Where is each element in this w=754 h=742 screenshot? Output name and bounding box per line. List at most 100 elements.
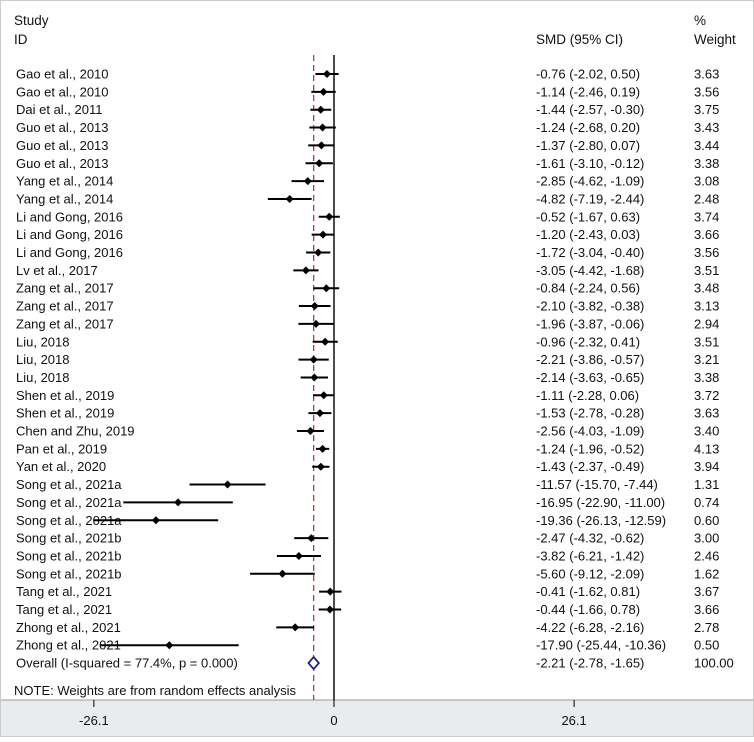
header-id: ID [14, 32, 28, 47]
point-estimate-marker [318, 230, 327, 239]
study-row: Guo et al., 2013 -1.24 (-2.68, 0.20) 3.43 [16, 120, 719, 135]
weight-value: 3.48 [694, 281, 719, 296]
study-label: Yang et al., 2014 [16, 174, 113, 189]
weight-value: 3.56 [694, 84, 719, 99]
ci-value: -1.43 (-2.37, -0.49) [536, 459, 644, 474]
point-estimate-marker [165, 641, 174, 650]
point-estimate-marker [326, 587, 335, 596]
point-estimate-marker [315, 159, 324, 168]
study-label: Song et al., 2021a [16, 477, 122, 492]
study-label: Li and Gong, 2016 [16, 245, 123, 260]
ci-value: -1.24 (-1.96, -0.52) [536, 441, 644, 456]
header-weight: Weight [694, 32, 736, 47]
weight-value: 3.66 [694, 602, 719, 617]
study-label: Zang et al., 2017 [16, 316, 114, 331]
weight-value: 1.62 [694, 566, 719, 581]
ci-value: -1.72 (-3.04, -0.40) [536, 245, 644, 260]
study-label: Li and Gong, 2016 [16, 209, 123, 224]
overall-weight-value: 100.00 [694, 656, 734, 671]
weight-value: 3.08 [694, 174, 719, 189]
study-label: Song et al., 2021a [16, 513, 122, 528]
point-estimate-marker [294, 551, 303, 560]
ci-value: -16.95 (-22.90, -11.00) [536, 495, 665, 510]
study-label: Shen et al., 2019 [16, 388, 114, 403]
weight-value: 0.60 [694, 513, 719, 528]
weight-value: 2.48 [694, 191, 719, 206]
study-label: Liu, 2018 [16, 370, 70, 385]
study-row: Song et al., 2021a -11.57 (-15.70, -7.44)… [16, 477, 719, 492]
overall-ci-value: -2.21 (-2.78, -1.65) [536, 656, 644, 671]
ci-value: -1.61 (-3.10, -0.12) [536, 156, 644, 171]
study-row: Yan et al., 2020 -1.43 (-2.37, -0.49) 3.94 [16, 459, 719, 474]
header-smd: SMD (95% CI) [536, 32, 623, 47]
ci-value: -2.47 (-4.32, -0.62) [536, 531, 644, 546]
weight-value: 3.44 [694, 138, 719, 153]
point-estimate-marker [316, 105, 325, 114]
x-tick-label: 0 [330, 713, 337, 728]
point-estimate-marker [318, 444, 327, 453]
ci-value: -4.82 (-7.19, -2.44) [536, 191, 644, 206]
point-estimate-marker [306, 427, 315, 435]
ci-value: -3.05 (-4.42, -1.68) [536, 263, 644, 278]
ci-value: -17.90 (-25.44, -10.36) [536, 638, 666, 653]
weight-value: 3.94 [694, 459, 719, 474]
point-estimate-marker [151, 516, 160, 525]
ci-value: -2.14 (-3.63, -0.65) [536, 370, 644, 385]
study-label: Song et al., 2021b [16, 566, 122, 581]
weight-value: 2.78 [694, 620, 719, 635]
study-label: Song et al., 2021a [16, 495, 122, 510]
ci-value: -1.14 (-2.46, 0.19) [536, 84, 640, 99]
weight-value: 3.21 [694, 352, 719, 367]
study-label: Liu, 2018 [16, 352, 70, 367]
point-estimate-marker [303, 177, 312, 186]
weight-value: 3.43 [694, 120, 719, 135]
study-label: Song et al., 2021b [16, 531, 122, 546]
point-estimate-marker [310, 373, 319, 382]
point-estimate-marker [223, 480, 232, 489]
ci-value: -19.36 (-26.13, -12.59) [536, 513, 666, 528]
weight-value: 3.51 [694, 263, 719, 278]
point-estimate-marker [317, 141, 326, 150]
study-row: Song et al., 2021b -3.82 (-6.21, -1.42) 2.… [16, 548, 719, 563]
ci-value: -11.57 (-15.70, -7.44) [536, 477, 658, 492]
ci-value: -3.82 (-6.21, -1.42) [536, 548, 644, 563]
study-row: Shen et al., 2019 -1.11 (-2.28, 0.06) 3.72 [16, 388, 719, 403]
weight-value: 4.13 [694, 441, 719, 456]
study-label: Tang et al., 2021 [16, 584, 112, 599]
study-label: Lv et al., 2017 [16, 263, 98, 278]
study-row: Gao et al., 2010 -1.14 (-2.46, 0.19) 3.56 [16, 84, 719, 99]
weight-value: 2.46 [694, 548, 719, 563]
study-rows: Gao et al., 2010 -0.76 (-2.02, 0.50) 3.63 G… [16, 67, 719, 653]
study-label: Guo et al., 2013 [16, 156, 109, 171]
study-row: Zang et al., 2017 -0.84 (-2.24, 0.56) 3.48 [16, 281, 719, 296]
study-label: Zhong et al., 2021 [16, 620, 121, 635]
point-estimate-marker [325, 212, 334, 221]
weight-value: 3.72 [694, 388, 719, 403]
point-estimate-marker [316, 462, 325, 471]
weight-value: 2.94 [694, 316, 719, 331]
ci-value: -1.53 (-2.78, -0.28) [536, 406, 644, 421]
ci-value: -2.21 (-3.86, -0.57) [536, 352, 644, 367]
study-row: Song et al., 2021a -16.95 (-22.90, -11.00… [16, 495, 719, 510]
point-estimate-marker [174, 498, 183, 507]
ci-value: -2.56 (-4.03, -1.09) [536, 424, 644, 439]
weight-value: 1.31 [694, 477, 719, 492]
study-row: Yang et al., 2014 -4.82 (-7.19, -2.44) 2.4… [16, 191, 719, 206]
study-row: Shen et al., 2019 -1.53 (-2.78, -0.28) 3.6… [16, 406, 719, 421]
study-row: Gao et al., 2010 -0.76 (-2.02, 0.50) 3.63 [16, 67, 719, 82]
study-row: Yang et al., 2014 -2.85 (-4.62, -1.09) 3.0… [16, 174, 719, 189]
study-label: Yan et al., 2020 [16, 459, 106, 474]
study-label: Pan et al., 2019 [16, 441, 107, 456]
study-label: Gao et al., 2010 [16, 84, 109, 99]
weight-value: 3.74 [694, 209, 719, 224]
study-row: Guo et al., 2013 -1.61 (-3.10, -0.12) 3.38 [16, 156, 719, 171]
study-label: Dai et al., 2011 [16, 102, 102, 117]
weight-value: 3.13 [694, 299, 719, 314]
ci-value: -0.84 (-2.24, 0.56) [536, 281, 640, 296]
study-row: Liu, 2018 -0.96 (-2.32, 0.41) 3.51 [16, 334, 719, 349]
point-estimate-marker [321, 337, 330, 346]
study-label: Song et al., 2021b [16, 548, 122, 563]
weight-value: 3.56 [694, 245, 719, 260]
study-row: Li and Gong, 2016 -0.52 (-1.67, 0.63) 3.74 [16, 209, 719, 224]
